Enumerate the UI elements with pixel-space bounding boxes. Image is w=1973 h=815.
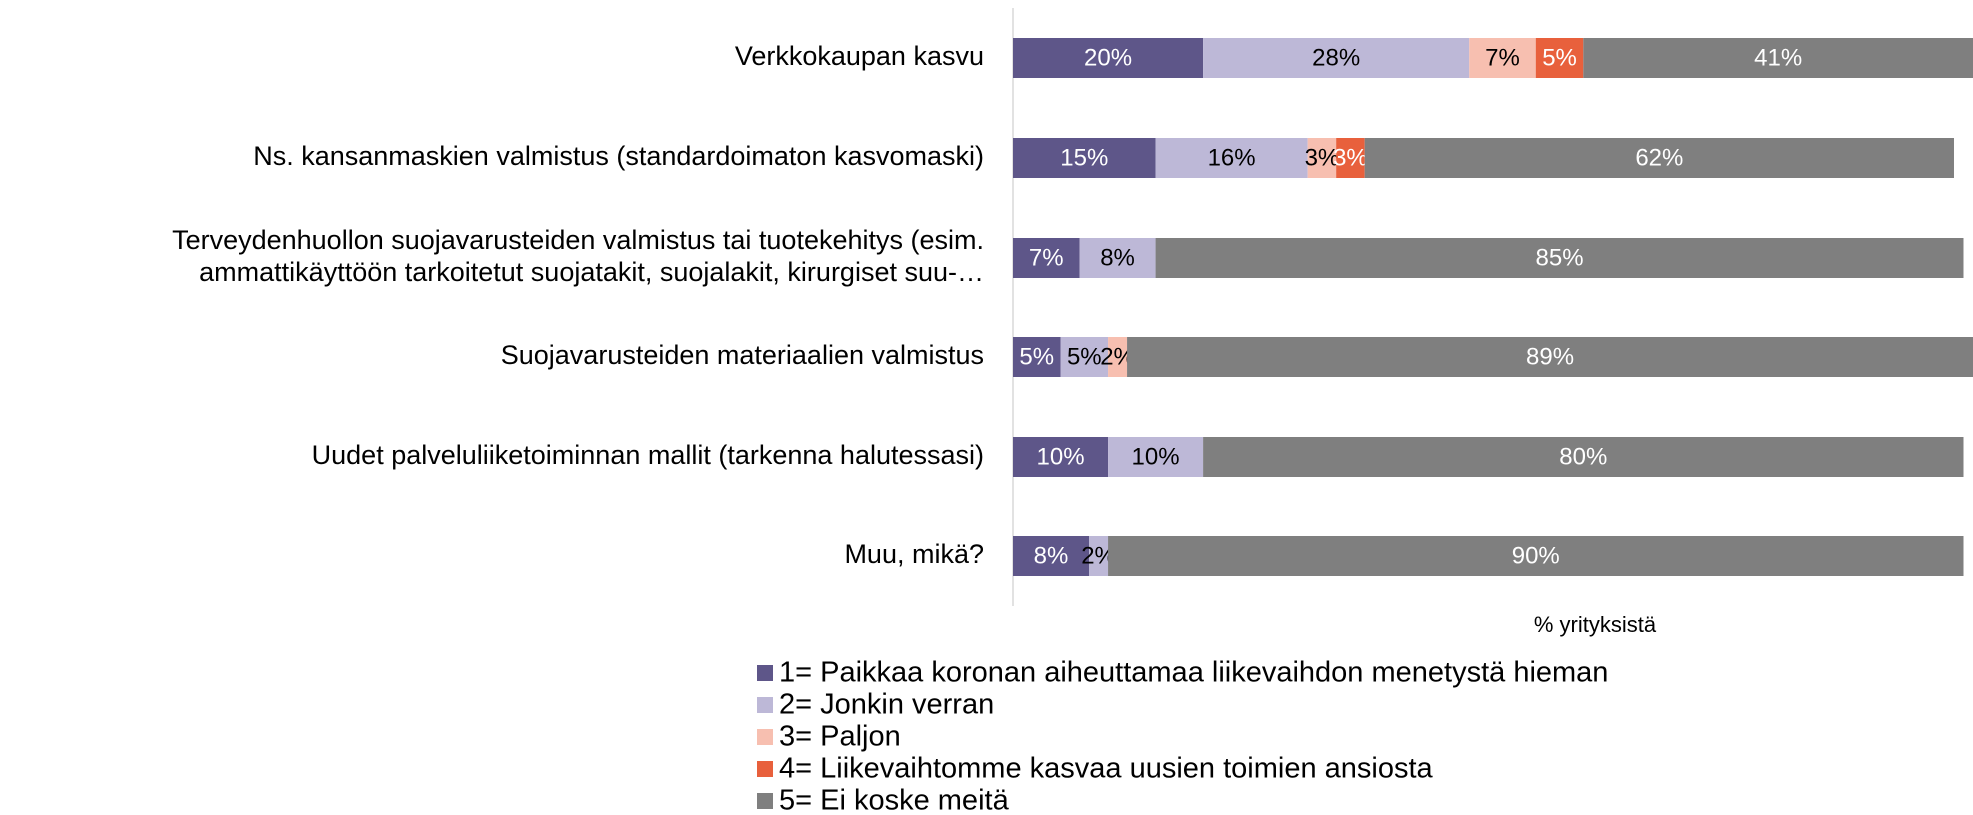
data-label: 8% [1100,244,1135,271]
bar-segment [1469,38,1536,78]
category-label: Terveydenhuollon suojavarusteiden valmis… [172,225,984,287]
legend-label: 4= Liikevaihtomme kasvaa uusien toimien … [779,753,1434,785]
category-label-line: Terveydenhuollon suojavarusteiden valmis… [172,225,984,255]
data-label: 80% [1559,443,1607,470]
bar-segment [1013,437,1109,477]
bar-segment [1108,337,1128,377]
data-label: 15% [1060,144,1108,171]
category-label: Verkkokaupan kasvu [735,41,984,71]
bar-segment [1013,238,1080,278]
bar-segment [1535,38,1584,78]
data-label: 7% [1485,44,1520,71]
bar-segment [1155,138,1308,178]
bar-segment [1013,536,1090,576]
bar-segment [1203,38,1470,78]
data-label: 5% [1067,343,1102,370]
bar-segment [1307,138,1337,178]
bar-segment [1364,138,1954,178]
data-label: 62% [1635,144,1683,171]
data-label: 41% [1754,44,1802,71]
legend-label: 1= Paikkaa koronan aiheuttamaa liikevaih… [779,657,1608,689]
legend-swatch [757,729,773,745]
data-label: 7% [1029,244,1064,271]
data-label: 3% [1333,144,1368,171]
bar-segment [1013,337,1061,377]
data-label: 3% [1305,144,1340,171]
data-label: 90% [1512,542,1560,569]
bar-segment [1108,437,1204,477]
data-label: 20% [1084,44,1132,71]
data-label: 10% [1037,443,1085,470]
data-label: 5% [1019,343,1054,370]
bar-segment [1155,238,1964,278]
data-label: 16% [1208,144,1256,171]
legend-swatch [757,761,773,777]
legend-swatch [757,697,773,713]
category-label: Uudet palveluliiketoiminnan mallit (tark… [312,440,984,470]
bar-segment [1127,337,1973,377]
data-label: 8% [1034,542,1069,569]
legend-swatch [757,665,773,681]
data-label: 10% [1132,443,1180,470]
legend-label: 5= Ei koske meitä [779,785,1010,815]
category-label: Ns. kansanmaskien valmistus (standardoim… [253,141,984,171]
data-label: 89% [1526,343,1574,370]
data-label: 5% [1542,44,1577,71]
bar-segment [1013,38,1204,78]
bar-segment [1089,536,1109,576]
bar-segment [1013,138,1156,178]
category-label: Muu, mikä? [844,539,984,569]
bar-segment [1108,536,1964,576]
bar-segment [1060,337,1109,377]
bar-segment [1079,238,1156,278]
bar-segment [1203,437,1964,477]
data-label: 85% [1536,244,1584,271]
bar-segment [1583,38,1973,78]
data-label: 28% [1312,44,1360,71]
x-axis-label: % yrityksistä [1534,612,1657,637]
category-label-line: ammattikäyttöön tarkoitetut suojatakit, … [199,257,984,287]
legend-label: 2= Jonkin verran [779,689,994,721]
category-label: Suojavarusteiden materiaalien valmistus [501,340,984,370]
bar-segment [1336,138,1365,178]
legend-label: 3= Paljon [779,721,901,753]
legend-swatch [757,793,773,809]
